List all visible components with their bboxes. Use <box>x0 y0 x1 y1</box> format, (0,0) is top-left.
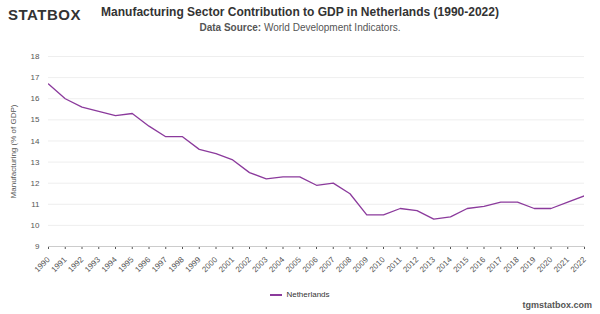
svg-text:2004: 2004 <box>267 255 286 274</box>
svg-text:1999: 1999 <box>184 255 203 274</box>
svg-text:2020: 2020 <box>535 255 554 274</box>
html-text:Data Source: World Development: Data Source: World Development Indicator… <box>199 22 401 33</box>
svg-text:2021: 2021 <box>552 255 571 274</box>
svg-text:2012: 2012 <box>401 255 420 274</box>
html-text:tgmstatbox.com: tgmstatbox.com <box>522 300 592 310</box>
svg-text:13: 13 <box>31 158 40 167</box>
svg-text:9: 9 <box>35 242 40 251</box>
svg-text:2003: 2003 <box>251 255 270 274</box>
svg-text:12: 12 <box>31 179 40 188</box>
svg-text:1993: 1993 <box>83 255 102 274</box>
svg-text:14: 14 <box>31 137 40 146</box>
svg-text:2010: 2010 <box>368 255 387 274</box>
svg-text:2000: 2000 <box>200 255 219 274</box>
svg-text:1997: 1997 <box>150 255 169 274</box>
svg-text:2007: 2007 <box>318 255 337 274</box>
html-text:STATBOX: STATBOX <box>8 6 81 23</box>
svg-text:2005: 2005 <box>284 255 303 274</box>
svg-text:1992: 1992 <box>66 255 85 274</box>
html-text:Netherlands: Netherlands <box>286 290 330 299</box>
svg-text:2008: 2008 <box>334 255 353 274</box>
svg-text:11: 11 <box>31 200 40 209</box>
svg-text:2013: 2013 <box>418 255 437 274</box>
svg-text:15: 15 <box>31 115 40 124</box>
html-text:Manufacturing Sector Contribut: Manufacturing Sector Contribution to GDP… <box>101 5 499 19</box>
svg-text:1991: 1991 <box>50 255 69 274</box>
svg-text:2017: 2017 <box>485 255 504 274</box>
svg-text:1996: 1996 <box>133 255 152 274</box>
svg-text:2019: 2019 <box>519 255 538 274</box>
svg-text:1990: 1990 <box>33 255 52 274</box>
svg-text:2015: 2015 <box>452 255 471 274</box>
svg-text:2001: 2001 <box>217 255 236 274</box>
svg-text:1998: 1998 <box>167 255 186 274</box>
svg-text:1995: 1995 <box>117 255 136 274</box>
svg-text:10: 10 <box>31 221 40 230</box>
svg-text:2022: 2022 <box>569 255 588 274</box>
svg-text:2009: 2009 <box>351 255 370 274</box>
svg-text:17: 17 <box>31 73 40 82</box>
svg-text:2011: 2011 <box>385 255 404 274</box>
svg-text:16: 16 <box>31 94 40 103</box>
svg-text:2016: 2016 <box>468 255 487 274</box>
svg-text:18: 18 <box>31 52 40 61</box>
svg-text:1994: 1994 <box>100 255 119 274</box>
svg-text:2002: 2002 <box>234 255 253 274</box>
svg-text:2014: 2014 <box>435 255 454 274</box>
svg-text:Manufacturing (% of GDP): Manufacturing (% of GDP) <box>9 104 18 198</box>
svg-text:2018: 2018 <box>502 255 521 274</box>
svg-text:2006: 2006 <box>301 255 320 274</box>
